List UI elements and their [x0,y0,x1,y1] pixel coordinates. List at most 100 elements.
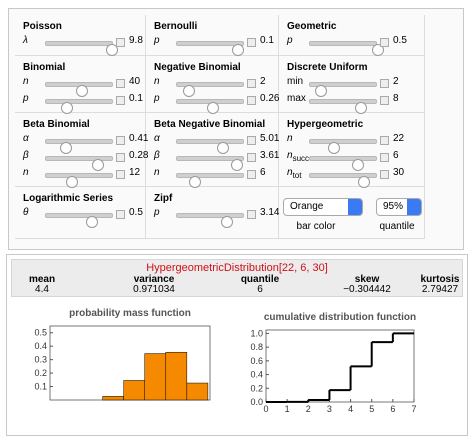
slider-track[interactable] [45,173,113,188]
control-title: Bernoulli [154,21,198,32]
slider-thumb[interactable] [358,176,370,188]
slider-track[interactable] [176,41,244,56]
slider-label: nsucc [287,150,310,163]
slider-expand[interactable] [247,210,256,219]
slider-label: α [23,133,29,144]
slider-expand[interactable] [116,79,125,88]
slider-label: max [287,93,306,104]
slider-track[interactable] [176,139,244,154]
slider-track[interactable] [45,41,118,56]
slider-expand[interactable] [380,170,389,179]
slider-expand[interactable] [247,96,256,105]
slider-expand[interactable] [247,38,256,47]
slider-expand[interactable] [380,38,389,47]
slider-track[interactable] [45,156,113,171]
slider-track[interactable] [309,139,377,154]
control-group: Geometric p 0.5 [279,15,425,56]
slider-track[interactable] [45,99,113,114]
control-title: Logarithmic Series [23,193,114,204]
slider-expand[interactable] [247,136,256,145]
slider-row: max 8 [287,93,415,114]
slider-thumb[interactable] [76,85,88,97]
slider-track[interactable] [309,173,377,188]
slider-thumb[interactable] [232,44,244,56]
control-title: Zipf [154,193,173,204]
slider-expand[interactable] [116,210,125,219]
dropdown-label: quantile [379,221,415,232]
slider-thumb[interactable] [106,44,118,56]
slider-thumb[interactable] [352,159,364,171]
slider-row: β 3.61 [154,150,282,171]
stat-name: skew [354,274,380,285]
slider-track[interactable] [176,82,244,97]
dropdown-arrow[interactable] [348,199,362,215]
dropdown[interactable]: Orange [283,198,363,216]
slider-expand[interactable] [116,96,125,105]
slider-value: 0.26 [260,93,280,104]
slider-thumb[interactable] [315,85,327,97]
stat-name: variance [133,274,175,285]
slider-value: 0.5 [129,207,143,218]
slider-thumb[interactable] [372,44,384,56]
slider-thumb[interactable] [92,159,104,171]
slider-thumb[interactable] [66,176,78,188]
slider-track[interactable] [45,213,113,228]
control-title: Beta Binomial [23,119,90,130]
slider-track[interactable] [176,99,244,114]
slider-thumb[interactable] [60,142,72,154]
slider-expand[interactable] [116,38,125,47]
slider-expand[interactable] [116,136,125,145]
slider-expand[interactable] [380,96,389,105]
slider-expand[interactable] [247,170,256,179]
slider-track[interactable] [176,213,244,228]
slider-value: 30 [393,167,405,178]
slider-thumb[interactable] [189,176,201,188]
slider-row: p 0.26 [154,93,282,114]
slider-thumb[interactable] [86,216,98,228]
slider-label: n [23,167,29,178]
control-group: Beta Binomial α 0.41 β 0.28 n 12 [15,113,148,188]
slider-expand[interactable] [116,153,125,162]
slider-thumb[interactable] [355,102,367,114]
slider-row: θ 0.5 [23,207,151,228]
slider-track[interactable] [45,82,113,97]
slider-thumb[interactable] [61,102,73,114]
dropdown[interactable]: 95% [376,198,422,216]
stat-name: quantile [240,274,280,285]
slider-track[interactable] [176,173,244,188]
slider-label: α [154,133,160,144]
slider-thumb[interactable] [207,102,219,114]
slider-track[interactable] [309,41,384,56]
control-group: Negative Binomial n 2 p 0.26 [146,56,282,114]
slider-track[interactable] [309,156,377,171]
slider-track[interactable] [45,139,113,154]
slider-track[interactable] [176,156,244,171]
slider-value: 9.8 [129,35,143,46]
stat-value: 0.971034 [133,284,175,295]
slider-track[interactable] [309,99,377,114]
slider-thumb[interactable] [221,216,233,228]
slider-value: 22 [393,133,405,144]
slider-value: 0.1 [129,93,143,104]
slider-expand[interactable] [247,153,256,162]
slider-thumb[interactable] [231,159,243,171]
slider-expand[interactable] [380,136,389,145]
control-group: Beta Negative Binomial α 5.01 β 3.61 n 6 [146,113,282,188]
slider-expand[interactable] [247,79,256,88]
slider-expand[interactable] [380,79,389,88]
slider-expand[interactable] [380,153,389,162]
slider-row: nsucc 6 [287,150,415,171]
dropdown-arrow[interactable] [407,199,421,215]
slider-expand[interactable] [116,170,125,179]
control-title: Discrete Uniform [287,62,368,73]
slider-row: β 0.28 [23,150,151,171]
slider-thumb[interactable] [183,85,195,97]
control-group: Hypergeometric n 22 nsucc 6 ntot 30 [279,113,425,188]
slider-track[interactable] [309,82,377,97]
slider-label: θ [23,207,29,218]
slider-thumb[interactable] [328,142,340,154]
slider-label: λ [23,35,28,46]
slider-thumb[interactable] [217,142,229,154]
